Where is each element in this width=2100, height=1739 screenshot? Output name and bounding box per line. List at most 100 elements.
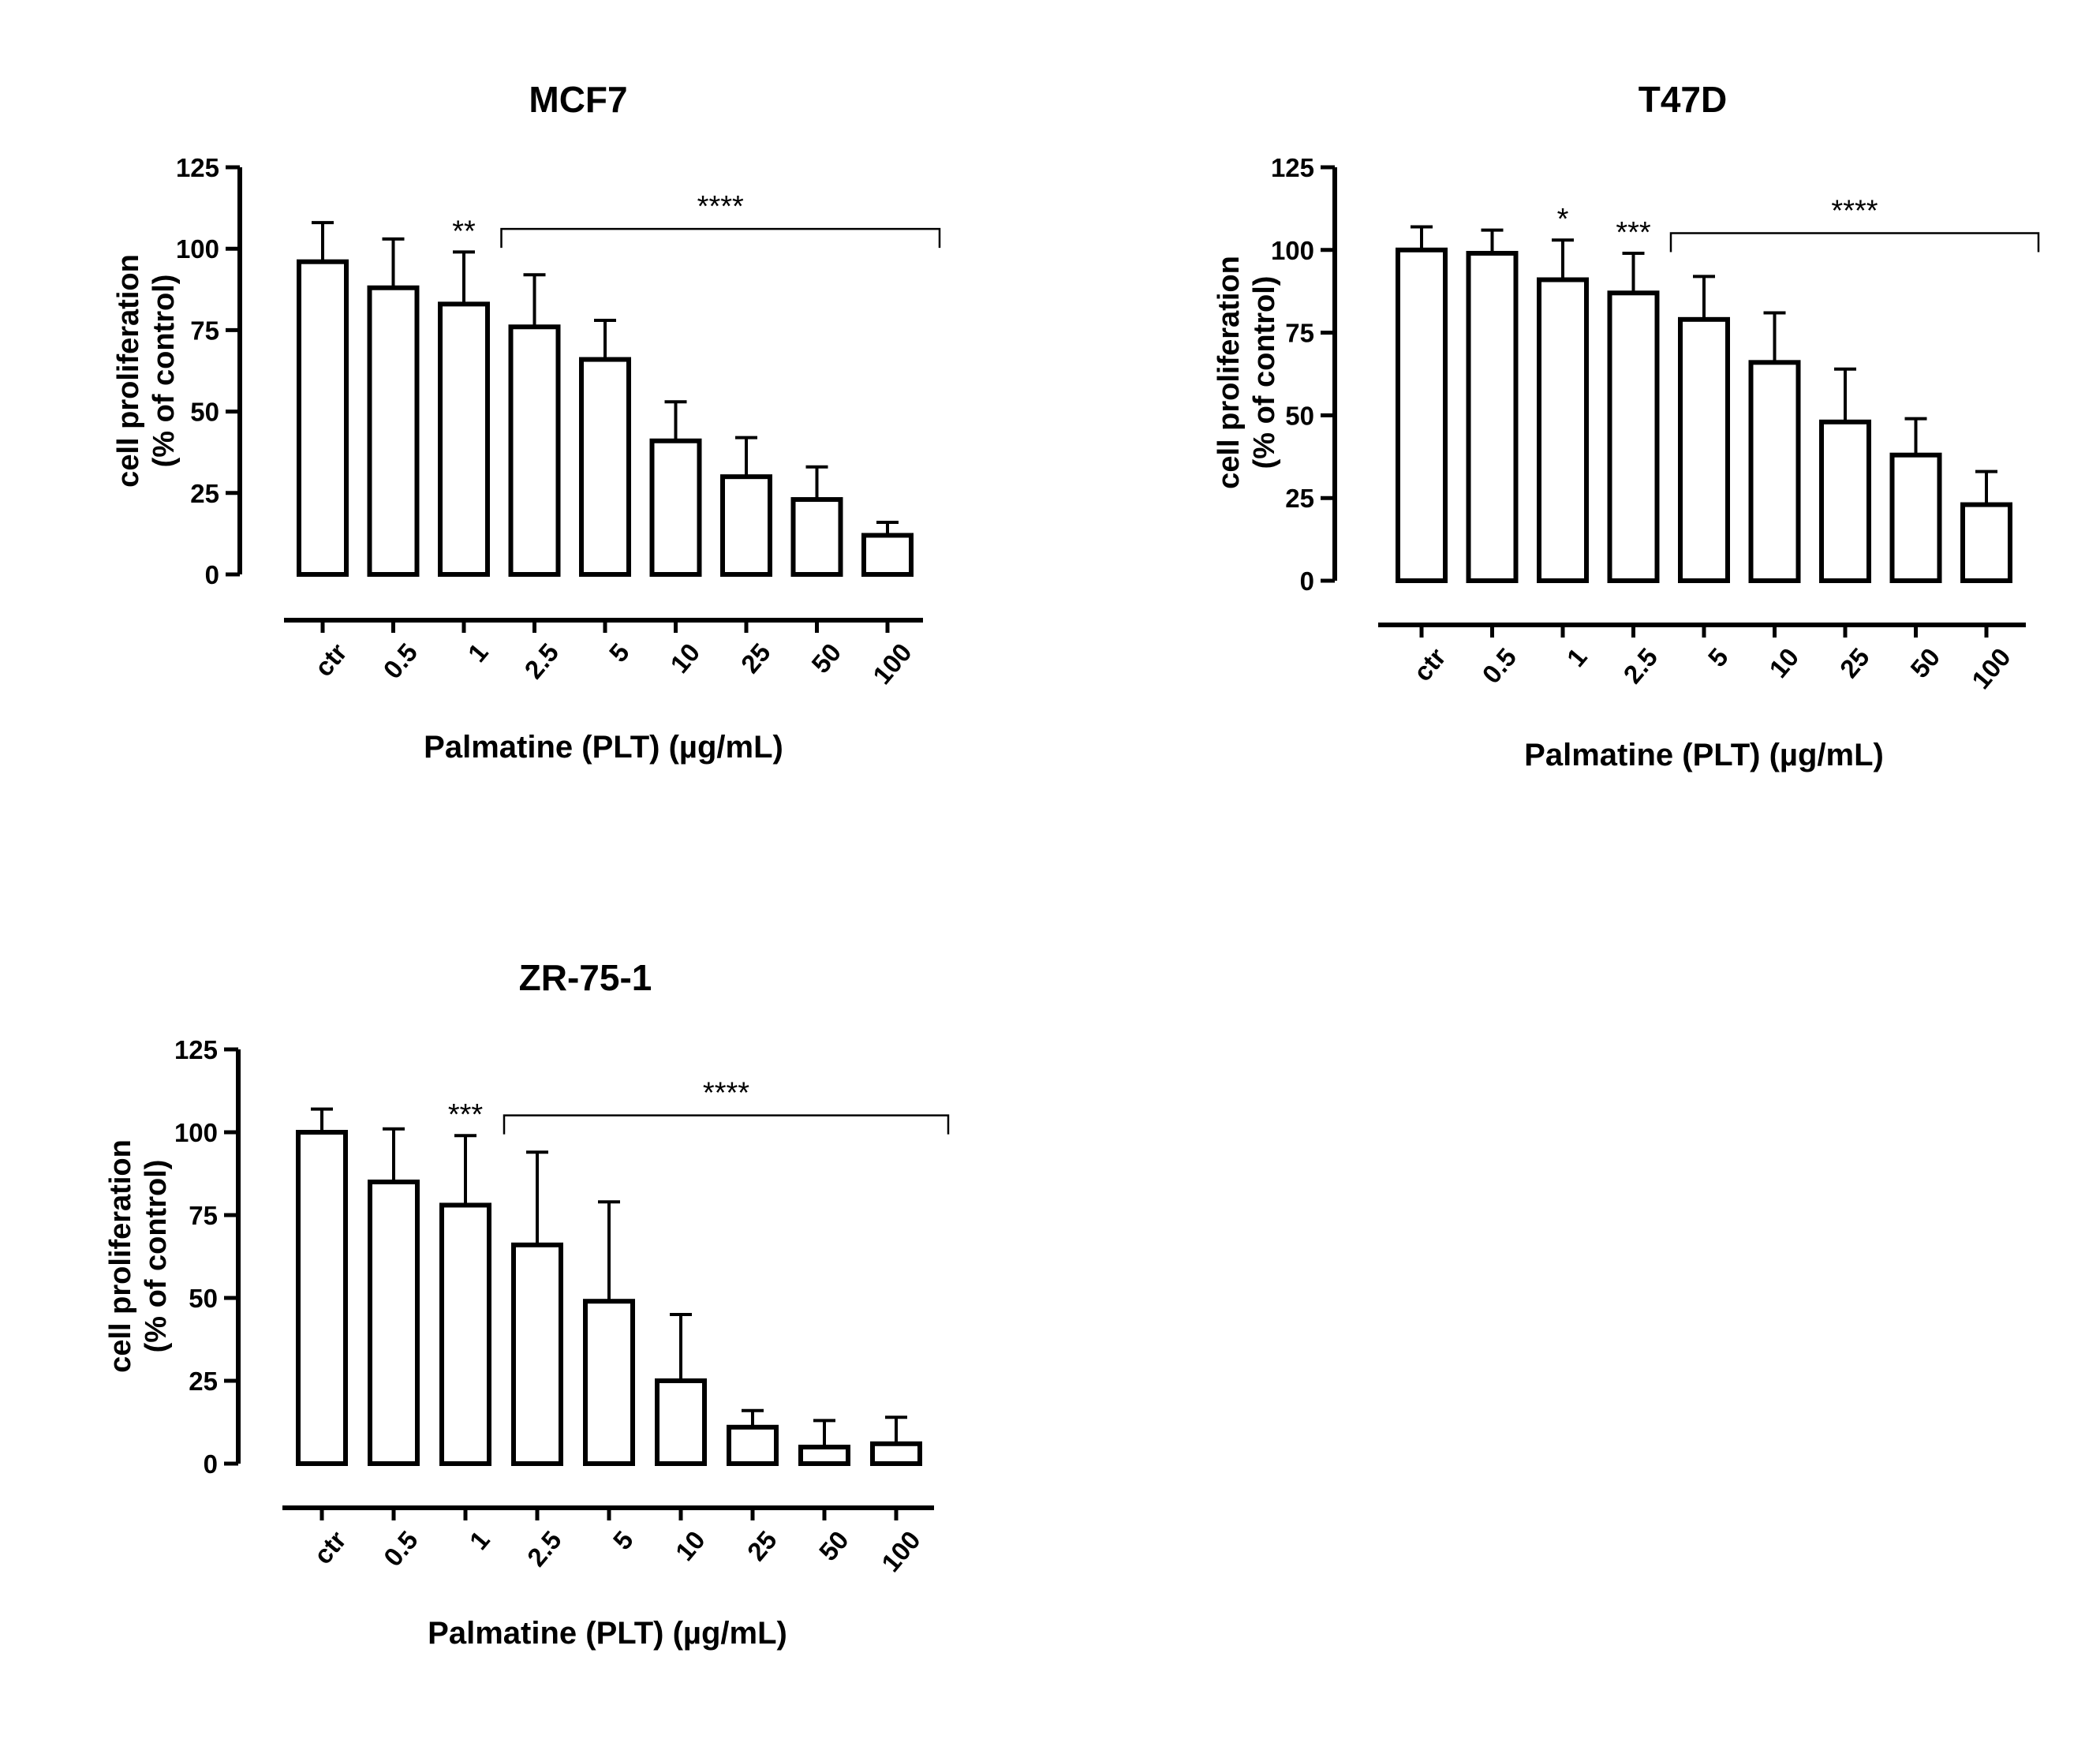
- x-tick-label: ctr: [1407, 642, 1452, 686]
- y-tick-label: 0: [205, 560, 219, 589]
- x-tick-label: 1: [462, 638, 494, 668]
- y-tick-label: 50: [1285, 401, 1314, 430]
- bar-5: [583, 1299, 635, 1466]
- y-tick-label: 75: [190, 316, 219, 345]
- x-tick-label: 0.5: [378, 1525, 424, 1572]
- bar-25: [720, 474, 772, 577]
- x-tick-label: 5: [1702, 642, 1734, 672]
- x-tick-label: 2.5: [521, 1525, 567, 1572]
- significance-marker: *: [1557, 203, 1569, 236]
- bar-2.5: [511, 1242, 563, 1467]
- y-tick-label: 50: [190, 398, 219, 427]
- bracket-label: ****: [697, 190, 744, 223]
- y-tick-label: 25: [190, 479, 219, 508]
- x-tick-label: 2.5: [1617, 642, 1663, 689]
- x-axis-label: Palmatine (PLT) (µg/mL): [424, 730, 783, 765]
- x-tick-label: 0.5: [1476, 642, 1522, 689]
- x-tick-label: 25: [1834, 642, 1875, 683]
- bracket-label: ****: [703, 1077, 749, 1110]
- x-tick-label: 25: [735, 638, 776, 679]
- x-tick-label: 100: [1966, 642, 2016, 694]
- bar-50: [1889, 452, 1942, 583]
- y-tick-label: 0: [1300, 567, 1314, 596]
- y-axis-label-line2: (% of control): [140, 1160, 173, 1353]
- y-axis-label-line1: cell proliferation: [112, 254, 145, 488]
- x-tick-label: 100: [876, 1525, 926, 1577]
- x-tick-label: 25: [742, 1525, 783, 1566]
- y-axis-label-line2: (% of control): [148, 275, 181, 468]
- bar-2.5: [1607, 290, 1660, 583]
- significance-marker: ***: [1616, 216, 1651, 249]
- bar-5: [579, 357, 631, 577]
- bar-25: [727, 1424, 779, 1467]
- x-tick-label: ctr: [308, 638, 353, 682]
- x-tick-label: 50: [805, 638, 846, 679]
- x-tick-label: 2.5: [518, 638, 564, 684]
- y-tick-label: 25: [189, 1367, 218, 1396]
- bar-0.5: [1466, 250, 1519, 583]
- bar-10: [1748, 360, 1801, 583]
- y-axis-label: cell proliferation(% of control): [112, 254, 181, 488]
- x-tick-label: 10: [1763, 642, 1804, 683]
- bar-1: [439, 1202, 491, 1467]
- y-tick-label: 75: [1285, 319, 1314, 348]
- x-tick-label: 10: [670, 1525, 711, 1566]
- x-tick-label: 5: [603, 638, 635, 668]
- bar-50: [798, 1445, 850, 1466]
- y-tick-label: 125: [1271, 153, 1314, 182]
- significance-marker: **: [452, 215, 476, 248]
- y-axis-label-line2: (% of control): [1248, 276, 1281, 469]
- bar-100: [861, 533, 914, 577]
- x-tick-label: 1: [1561, 642, 1593, 672]
- bar-2.5: [508, 324, 561, 577]
- y-tick-label: 100: [176, 234, 219, 264]
- x-axis-label: Palmatine (PLT) (µg/mL): [1524, 738, 1884, 772]
- x-tick-label: 5: [607, 1525, 639, 1555]
- y-tick-label: 125: [176, 153, 219, 182]
- bar-1: [438, 301, 490, 577]
- significance-bracket: [500, 227, 941, 249]
- chart-title: T47D: [1639, 79, 1727, 120]
- chart-title: ZR-75-1: [519, 957, 652, 998]
- x-tick-label: 100: [867, 638, 917, 690]
- bar-ctr: [296, 1130, 348, 1466]
- y-tick-label: 0: [204, 1449, 218, 1479]
- bar-0.5: [368, 1180, 420, 1466]
- y-tick-label: 25: [1285, 484, 1314, 513]
- x-tick-label: 50: [813, 1525, 854, 1566]
- y-tick-label: 75: [189, 1201, 218, 1230]
- x-tick-label: ctr: [308, 1525, 352, 1569]
- y-axis-label: cell proliferation(% of control): [1213, 256, 1281, 489]
- y-axis-label-line1: cell proliferation: [104, 1139, 137, 1373]
- bar-100: [1960, 502, 2012, 583]
- bracket-label: ****: [1831, 194, 1878, 227]
- x-tick-label: 1: [464, 1525, 495, 1555]
- chart-title: MCF7: [529, 79, 627, 120]
- bar-10: [655, 1378, 707, 1466]
- bar-25: [1819, 419, 1871, 583]
- y-tick-label: 50: [189, 1284, 218, 1313]
- significance-bracket: [503, 1114, 950, 1135]
- x-tick-label: 50: [1904, 642, 1945, 683]
- bar-5: [1678, 316, 1730, 583]
- significance-bracket: [1669, 232, 2040, 252]
- significance-marker: ***: [448, 1098, 484, 1131]
- bar-1: [1537, 277, 1589, 583]
- x-tick-label: 10: [664, 638, 705, 679]
- x-axis-label: Palmatine (PLT) (µg/mL): [428, 1616, 787, 1651]
- y-axis-label: cell proliferation(% of control): [104, 1139, 173, 1373]
- bar-100: [870, 1441, 922, 1467]
- bar-ctr: [297, 259, 349, 577]
- bar-0.5: [367, 285, 420, 577]
- x-tick-label: 0.5: [377, 638, 423, 684]
- y-axis-label-line1: cell proliferation: [1213, 256, 1246, 489]
- y-tick-label: 125: [174, 1035, 218, 1064]
- y-tick-label: 100: [1271, 236, 1314, 265]
- bar-50: [790, 497, 843, 578]
- bar-ctr: [1396, 247, 1448, 583]
- y-tick-label: 100: [174, 1118, 218, 1147]
